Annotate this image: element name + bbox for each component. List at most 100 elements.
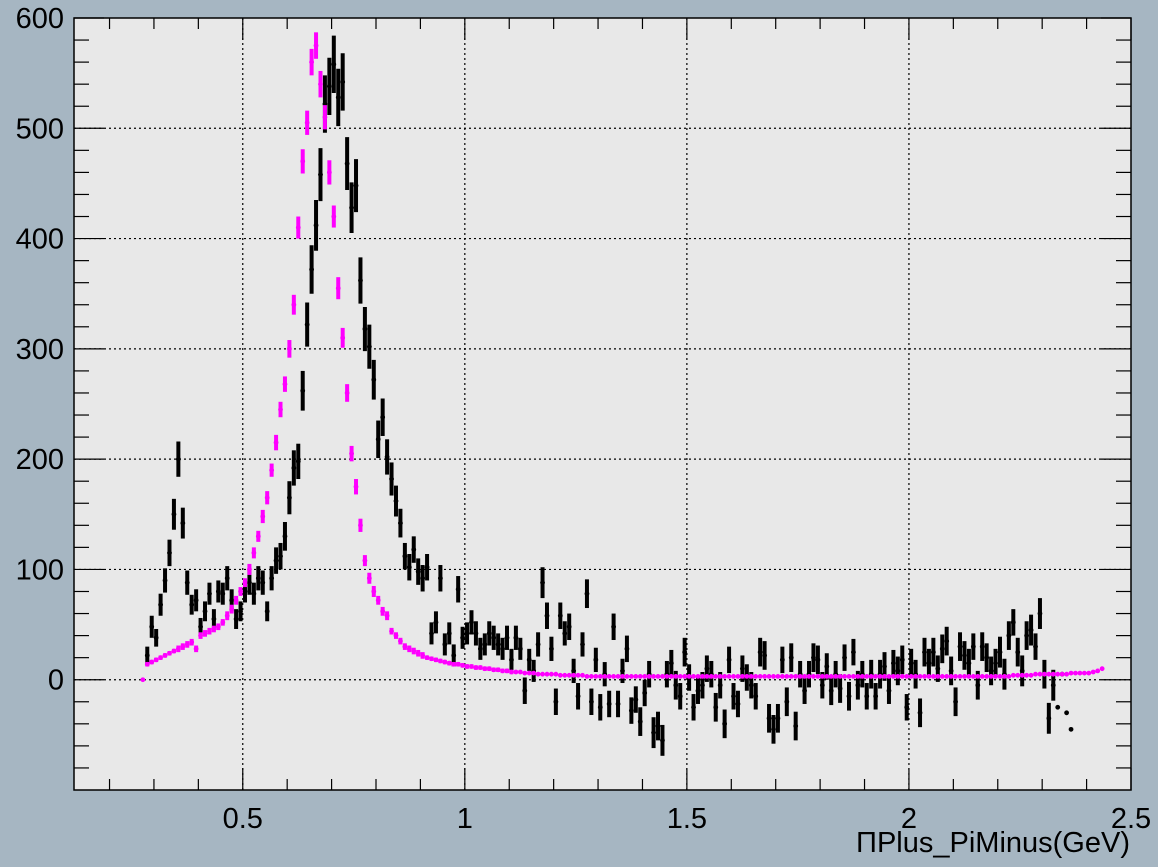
data-point xyxy=(402,644,408,650)
data-point xyxy=(1019,668,1025,674)
data-point xyxy=(833,674,839,679)
data-point xyxy=(913,674,919,679)
data-point xyxy=(260,580,266,586)
data-point xyxy=(184,642,190,647)
data-point xyxy=(553,671,559,677)
data-point xyxy=(819,674,825,679)
data-point xyxy=(286,346,292,352)
data-point xyxy=(557,672,563,678)
data-point xyxy=(917,674,923,679)
data-point xyxy=(504,635,510,641)
data-point xyxy=(664,674,670,679)
plot-background xyxy=(74,18,1131,790)
data-point xyxy=(522,670,528,676)
data-point xyxy=(211,626,217,632)
y-tick-label: 0 xyxy=(48,665,64,697)
data-point xyxy=(762,674,768,679)
data-point xyxy=(455,661,461,667)
data-point xyxy=(366,344,372,350)
data-point xyxy=(526,670,532,676)
data-point xyxy=(158,655,164,661)
data-point xyxy=(979,674,985,679)
data-point xyxy=(739,666,745,672)
data-point xyxy=(1024,633,1030,638)
data-point xyxy=(735,701,741,707)
data-point xyxy=(668,674,674,679)
data-point xyxy=(726,674,732,679)
data-point xyxy=(717,682,723,688)
data-point xyxy=(877,674,883,679)
data-series xyxy=(140,32,1105,756)
data-point xyxy=(651,674,656,679)
data-point xyxy=(517,646,523,652)
data-point xyxy=(420,575,426,581)
data-point xyxy=(540,671,545,677)
data-point xyxy=(464,664,470,669)
data-point xyxy=(220,619,226,625)
data-point xyxy=(451,653,457,658)
data-point xyxy=(144,653,150,658)
data-point xyxy=(628,674,634,679)
data-point xyxy=(442,642,448,647)
data-point xyxy=(753,674,759,679)
y-tick-label: 600 xyxy=(16,3,64,35)
data-point xyxy=(873,693,879,699)
data-point xyxy=(580,672,585,678)
data-point xyxy=(353,484,359,490)
data-point xyxy=(535,671,541,677)
data-point xyxy=(340,335,346,341)
data-point xyxy=(970,644,976,650)
data-point xyxy=(331,61,337,67)
data-point xyxy=(895,674,901,679)
data-point xyxy=(1081,670,1087,676)
y-tick-label: 100 xyxy=(16,554,64,586)
data-point xyxy=(366,575,372,581)
data-point xyxy=(997,649,1003,655)
x-tick-label: 2 xyxy=(901,803,917,835)
data-point xyxy=(198,633,203,638)
data-point xyxy=(229,597,235,603)
data-point xyxy=(735,674,741,679)
data-point xyxy=(318,81,323,87)
data-point xyxy=(997,674,1003,679)
data-point xyxy=(273,558,279,564)
data-point xyxy=(620,674,625,679)
data-point xyxy=(309,267,315,272)
data-point xyxy=(446,660,452,666)
data-point xyxy=(477,665,483,670)
data-point xyxy=(184,580,190,586)
data-point xyxy=(362,558,368,564)
data-point xyxy=(784,699,790,705)
data-point xyxy=(993,674,998,679)
data-point xyxy=(602,674,608,679)
data-point xyxy=(575,672,581,678)
data-point xyxy=(415,650,421,656)
axis-ticks xyxy=(74,17,1132,790)
data-point xyxy=(766,715,772,721)
data-point xyxy=(562,630,568,636)
data-point xyxy=(828,674,834,679)
data-point xyxy=(442,659,448,665)
data-point xyxy=(349,205,354,211)
data-point xyxy=(979,644,985,650)
data-point xyxy=(291,302,297,308)
data-point xyxy=(446,630,452,636)
data-point xyxy=(322,114,328,120)
data-point xyxy=(908,674,914,679)
data-point xyxy=(904,674,910,679)
data-point xyxy=(1064,671,1070,677)
data-point xyxy=(615,701,621,707)
data-point xyxy=(344,390,350,396)
data-point xyxy=(584,674,590,679)
data-point xyxy=(566,624,572,630)
data-point xyxy=(922,674,927,679)
data-point xyxy=(686,674,692,679)
data-point xyxy=(202,630,208,636)
data-point xyxy=(393,633,399,638)
data-point xyxy=(482,666,488,672)
data-point xyxy=(793,723,799,729)
data-point xyxy=(624,646,630,652)
data-point xyxy=(491,667,497,673)
data-point xyxy=(660,737,665,743)
data-point xyxy=(962,653,967,658)
